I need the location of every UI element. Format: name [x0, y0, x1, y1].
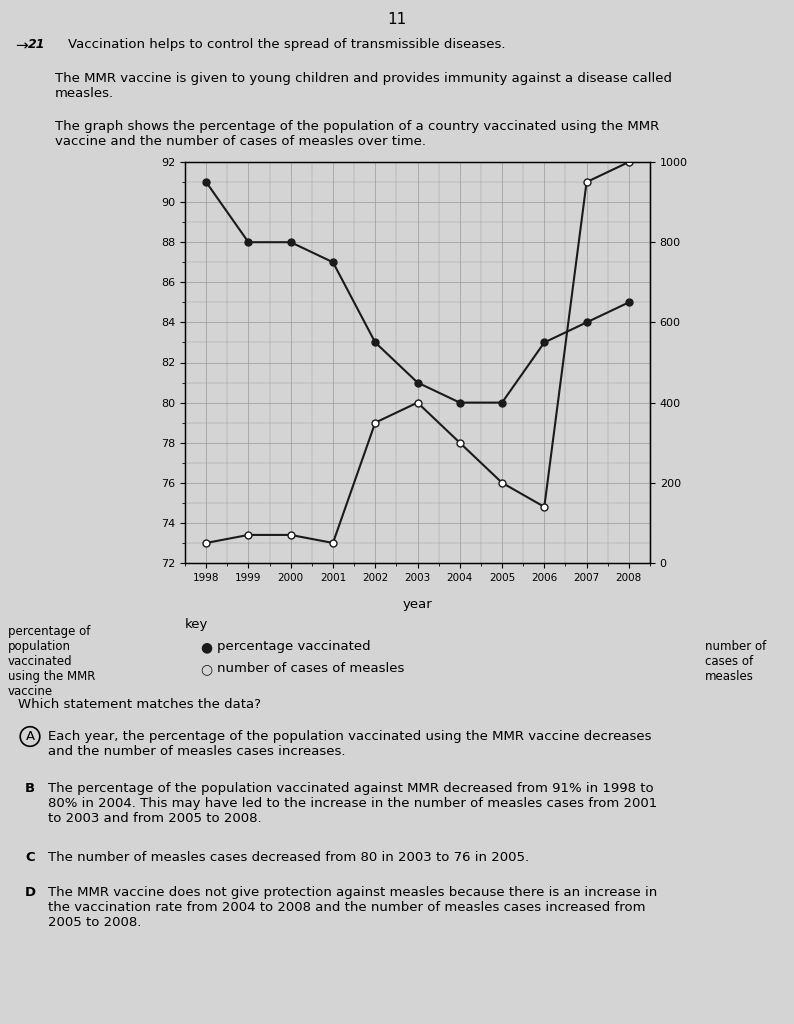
Text: The number of measles cases decreased from 80 in 2003 to 76 in 2005.: The number of measles cases decreased fr…	[48, 851, 529, 864]
Text: percentage vaccinated: percentage vaccinated	[217, 640, 371, 653]
Text: Vaccination helps to control the spread of transmissible diseases.: Vaccination helps to control the spread …	[68, 38, 506, 51]
Text: 21: 21	[28, 38, 45, 51]
Text: →: →	[15, 38, 28, 53]
Text: ●: ●	[200, 640, 212, 654]
Text: Which statement matches the data?: Which statement matches the data?	[18, 698, 261, 711]
Text: D: D	[25, 886, 36, 899]
Text: B: B	[25, 782, 35, 795]
Text: 11: 11	[387, 12, 407, 27]
Text: number of
cases of
measles: number of cases of measles	[705, 640, 766, 683]
Text: The MMR vaccine does not give protection against measles because there is an inc: The MMR vaccine does not give protection…	[48, 886, 657, 929]
Text: Each year, the percentage of the population vaccinated using the MMR vaccine dec: Each year, the percentage of the populat…	[48, 730, 652, 758]
Text: number of cases of measles: number of cases of measles	[217, 662, 404, 675]
Text: The graph shows the percentage of the population of a country vaccinated using t: The graph shows the percentage of the po…	[55, 120, 659, 148]
Text: year: year	[403, 598, 433, 611]
Text: The MMR vaccine is given to young children and provides immunity against a disea: The MMR vaccine is given to young childr…	[55, 72, 672, 100]
Text: C: C	[25, 851, 35, 864]
Text: The percentage of the population vaccinated against MMR decreased from 91% in 19: The percentage of the population vaccina…	[48, 782, 657, 825]
Text: ○: ○	[200, 662, 212, 676]
Text: key: key	[185, 618, 208, 631]
Text: percentage of
population
vaccinated
using the MMR
vaccine: percentage of population vaccinated usin…	[8, 625, 95, 698]
Text: A: A	[25, 730, 35, 743]
